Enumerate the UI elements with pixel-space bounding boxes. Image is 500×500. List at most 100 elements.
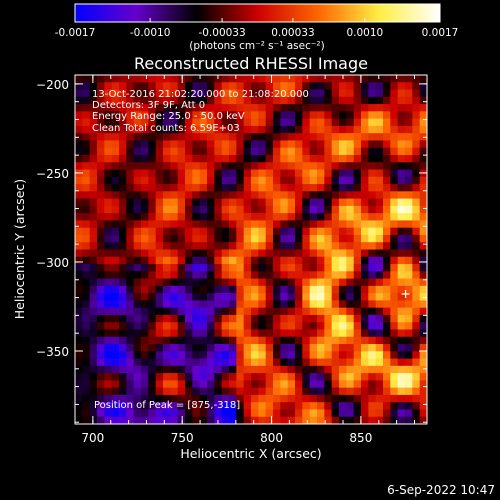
heatmap-cell	[126, 322, 135, 330]
heatmap-cell	[155, 140, 164, 149]
heatmap-cell	[405, 285, 413, 294]
heatmap-cell	[353, 351, 362, 360]
heatmap-cell	[383, 409, 391, 418]
heatmap-image	[75, 75, 427, 424]
heatmap-cell	[265, 220, 274, 229]
heatmap-cell	[383, 104, 391, 112]
heatmap-cell	[192, 154, 201, 163]
heatmap-cell	[177, 242, 186, 250]
heatmap-cell	[412, 402, 421, 410]
heatmap-cell	[383, 394, 391, 403]
heatmap-cell	[390, 162, 399, 171]
heatmap-cell	[148, 300, 157, 309]
heatmap-cell	[133, 293, 142, 301]
heatmap-cell	[405, 198, 413, 207]
heatmap-cell	[207, 278, 215, 287]
heatmap-cell	[148, 82, 157, 91]
heatmap-cell	[302, 307, 311, 316]
heatmap-cell	[170, 133, 179, 141]
heatmap-cell	[273, 213, 281, 221]
heatmap-cell	[375, 176, 384, 185]
heatmap-cell	[236, 75, 245, 83]
heatmap-cell	[368, 213, 377, 221]
heatmap-cell	[155, 416, 164, 424]
heatmap-cell	[207, 329, 215, 338]
heatmap-cell	[368, 198, 377, 207]
heatmap-cell	[229, 387, 237, 396]
heatmap-cell	[397, 205, 406, 214]
heatmap-cell	[221, 394, 230, 403]
heatmap-cell	[185, 96, 193, 105]
heatmap-cell	[75, 373, 83, 381]
heatmap-cell	[375, 394, 384, 403]
heatmap-cell	[97, 205, 105, 214]
peak-marker	[401, 290, 410, 299]
heatmap-cell	[324, 205, 333, 214]
heatmap-cell	[192, 111, 201, 120]
heatmap-cell	[141, 75, 149, 83]
heatmap-cell	[375, 271, 384, 280]
heatmap-cell	[192, 402, 201, 410]
heatmap-cell	[236, 394, 245, 403]
heatmap-cell	[207, 234, 215, 243]
heatmap-cell	[75, 213, 83, 221]
heatmap-cell	[243, 234, 252, 243]
heatmap-cell	[75, 402, 83, 410]
heatmap-cell	[397, 249, 406, 258]
heatmap-cell	[383, 307, 391, 316]
heatmap-cell	[163, 365, 171, 374]
heatmap-cell	[405, 402, 413, 410]
heatmap-cell	[317, 205, 325, 214]
heatmap-cell	[361, 96, 369, 105]
heatmap-cell	[287, 387, 296, 396]
heatmap-cell	[207, 336, 215, 345]
heatmap-cell	[361, 373, 369, 381]
heatmap-cell	[199, 293, 208, 301]
heatmap-cell	[185, 322, 193, 330]
heatmap-cell	[317, 394, 325, 403]
heatmap-cell	[82, 220, 91, 229]
heatmap-cell	[214, 89, 223, 98]
heatmap-cell	[111, 285, 120, 294]
heatmap-cell	[111, 184, 120, 192]
heatmap-cell	[155, 191, 164, 200]
heatmap-cell	[273, 307, 281, 316]
heatmap-cell	[287, 285, 296, 294]
heatmap-cell	[287, 271, 296, 280]
heatmap-cell	[309, 140, 318, 149]
heatmap-cell	[295, 147, 303, 156]
heatmap-cell	[324, 147, 333, 156]
heatmap-cell	[104, 104, 113, 112]
heatmap-cell	[339, 256, 347, 265]
heatmap-cell	[148, 154, 157, 163]
heatmap-cell	[405, 336, 413, 345]
heatmap-cell	[412, 162, 421, 171]
heatmap-cell	[361, 111, 369, 120]
heatmap-cell	[390, 285, 399, 294]
heatmap-cell	[339, 300, 347, 309]
heatmap-cell	[302, 82, 311, 91]
heatmap-cell	[361, 82, 369, 91]
heatmap-cell	[412, 96, 421, 105]
heatmap-cell	[75, 140, 83, 149]
heatmap-cell	[302, 125, 311, 134]
heatmap-cell	[346, 118, 355, 127]
heatmap-cell	[412, 380, 421, 389]
heatmap-cell	[324, 184, 333, 192]
heatmap-cell	[163, 264, 171, 272]
heatmap-cell	[207, 256, 215, 265]
heatmap-cell	[111, 249, 120, 258]
heatmap-cell	[375, 409, 384, 418]
heatmap-cell	[111, 104, 120, 112]
heatmap-cell	[265, 169, 274, 178]
heatmap-cell	[273, 256, 281, 265]
heatmap-cell	[89, 104, 98, 112]
heatmap-cell	[141, 322, 149, 330]
heatmap-cell	[353, 176, 362, 185]
heatmap-cell	[317, 307, 325, 316]
heatmap-cell	[192, 409, 201, 418]
heatmap-cell	[214, 213, 223, 221]
heatmap-cell	[331, 227, 340, 236]
heatmap-cell	[324, 220, 333, 229]
heatmap-cell	[177, 198, 186, 207]
